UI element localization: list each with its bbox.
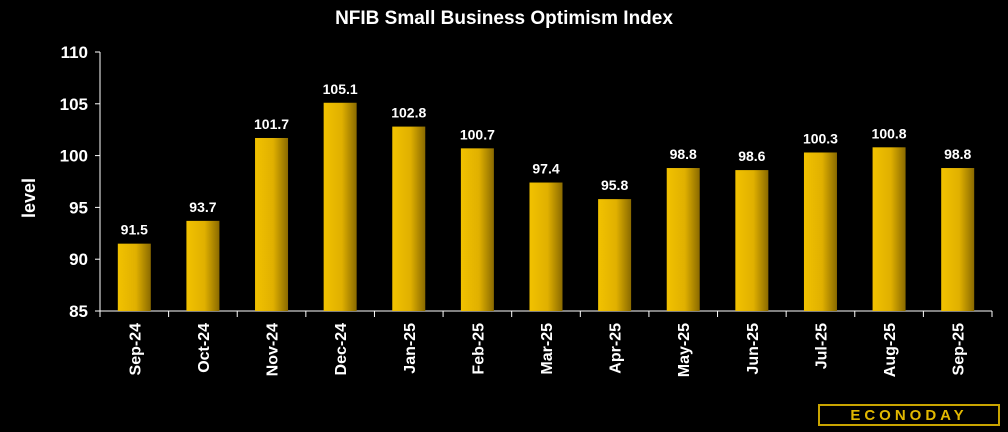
x-tick-label: Sep-25 bbox=[951, 323, 968, 376]
y-tick-label: 90 bbox=[69, 250, 88, 269]
data-label: 95.8 bbox=[601, 177, 628, 193]
data-label: 100.7 bbox=[460, 126, 495, 142]
bar bbox=[255, 137, 289, 311]
x-tick-label: Jan-25 bbox=[402, 323, 419, 374]
y-tick-label: 85 bbox=[69, 302, 88, 321]
y-tick-label: 95 bbox=[69, 198, 88, 217]
bar bbox=[598, 199, 632, 311]
bar bbox=[666, 168, 700, 311]
x-tick-label: Dec-24 bbox=[333, 323, 350, 376]
x-tick-label: Feb-25 bbox=[470, 323, 487, 375]
chart-title: NFIB Small Business Optimism Index bbox=[335, 8, 673, 29]
x-tick-label: Apr-25 bbox=[608, 323, 625, 374]
bar bbox=[323, 102, 357, 311]
data-label: 105.1 bbox=[323, 81, 358, 97]
bar bbox=[186, 220, 220, 311]
data-label: 91.5 bbox=[121, 222, 148, 238]
bar bbox=[941, 168, 975, 311]
x-tick-label: Aug-25 bbox=[882, 323, 899, 377]
x-tick-label: Jun-25 bbox=[745, 323, 762, 375]
data-label: 98.8 bbox=[944, 146, 971, 162]
bar bbox=[529, 182, 563, 311]
data-label: 100.3 bbox=[803, 130, 838, 146]
y-tick-label: 105 bbox=[60, 95, 88, 114]
data-label: 100.8 bbox=[872, 125, 907, 141]
y-tick-label: 100 bbox=[60, 147, 88, 166]
bar bbox=[117, 243, 151, 311]
data-label: 97.4 bbox=[532, 161, 559, 177]
data-label: 98.6 bbox=[738, 148, 765, 164]
bar bbox=[392, 126, 426, 311]
x-tick-label: Sep-24 bbox=[127, 323, 144, 376]
y-tick-label: 110 bbox=[61, 43, 88, 62]
data-label: 102.8 bbox=[391, 105, 426, 121]
x-tick-label: Mar-25 bbox=[539, 323, 556, 375]
bar bbox=[872, 147, 906, 311]
data-label: 98.8 bbox=[670, 146, 697, 162]
x-tick-label: May-25 bbox=[676, 323, 693, 377]
bar bbox=[735, 170, 769, 311]
econoday-logo: ECONODAY bbox=[818, 404, 1000, 426]
logo-text: ECONODAY bbox=[850, 406, 968, 424]
x-tick-label: Jul-25 bbox=[813, 323, 830, 369]
x-tick-label: Nov-24 bbox=[265, 323, 282, 376]
x-tick-label: Oct-24 bbox=[196, 323, 213, 373]
data-label: 101.7 bbox=[254, 116, 289, 132]
data-label: 93.7 bbox=[189, 199, 216, 215]
bar bbox=[460, 148, 494, 311]
bar bbox=[803, 152, 837, 311]
